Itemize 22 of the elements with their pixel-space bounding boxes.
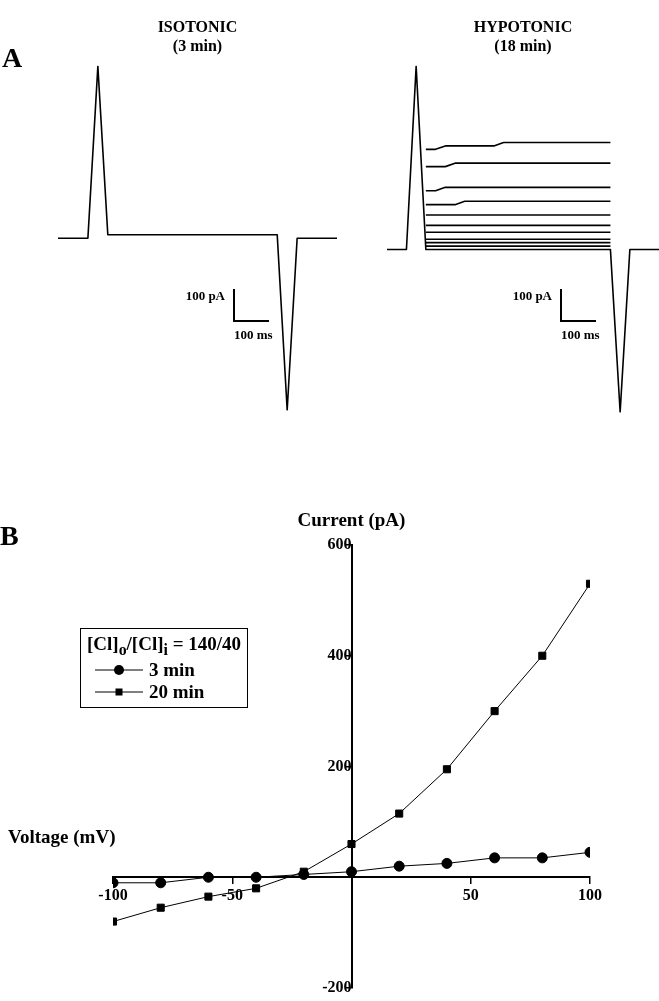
legend-title: [Cl]$_{o}$/[Cl]$_{i}$ = 140/40 <box>87 633 242 659</box>
x-tick-label: -100 <box>98 885 128 903</box>
text: A <box>2 42 23 74</box>
chart-subtitle: (3 min) <box>172 36 223 55</box>
chart-title: HYPOTONIC <box>473 17 573 35</box>
annotation: 100 ms <box>234 327 273 343</box>
chart-subtitle: (18 min) <box>494 36 552 55</box>
x-tick-label: 50 <box>462 885 479 903</box>
legend-label: 3 min <box>149 658 195 681</box>
text: B <box>0 520 19 552</box>
y-tick-label: -200 <box>322 978 352 996</box>
x-tick-label: 100 <box>578 885 602 903</box>
y-tick-label: 200 <box>327 756 352 774</box>
legend-label: 20 min <box>149 680 205 703</box>
x-axis-title: Voltage (mV) <box>8 825 116 848</box>
annotation: 100 ms <box>561 327 600 343</box>
y-tick-label: 600 <box>327 535 352 553</box>
chart-title: ISOTONIC <box>157 17 238 35</box>
y-tick-label: 400 <box>327 645 352 663</box>
annotation: 100 pA <box>512 288 552 304</box>
y-axis-title: Current (pA) <box>297 509 406 532</box>
annotation: 100 pA <box>185 288 225 304</box>
